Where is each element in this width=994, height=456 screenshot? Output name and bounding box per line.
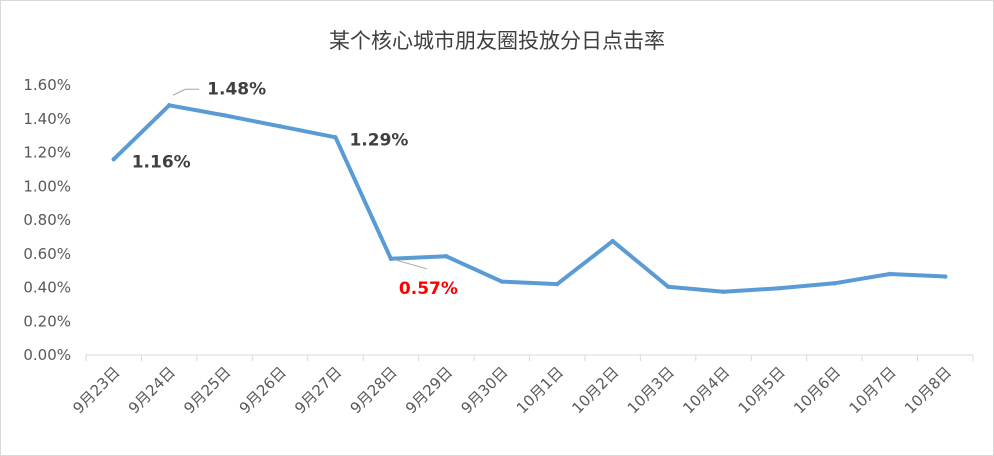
x-tick-label: 9月26日: [236, 363, 290, 417]
y-tick-label: 1.60%: [23, 76, 71, 94]
x-tick-label: 9月24日: [125, 363, 179, 417]
x-tick-label: 9月23日: [69, 363, 123, 417]
y-tick-label: 0.20%: [23, 312, 71, 330]
x-tick-label: 10月2日: [568, 363, 622, 417]
x-tick-label: 9月28日: [347, 363, 401, 417]
x-tick-label: 10月7日: [845, 363, 899, 417]
plot-area: [111, 103, 948, 294]
x-tick-label: 10月3日: [624, 363, 678, 417]
axes: 0.00% 0.20% 0.40% 0.60% 0.80% 1.00% 1.20% 1.40%…: [23, 76, 974, 417]
data-point: [943, 274, 948, 279]
x-tick-label: 10月6日: [790, 363, 844, 417]
y-tick-label: 0.40%: [23, 279, 71, 297]
x-tick-label: 10月4日: [679, 363, 733, 417]
y-tick-label: 0.00%: [23, 346, 71, 364]
y-tick-label: 1.20%: [23, 144, 71, 162]
data-point: [333, 135, 338, 140]
data-point: [222, 113, 227, 118]
x-tick-label: 10月8日: [901, 363, 955, 417]
x-tick-label: 9月30日: [457, 363, 511, 417]
x-tick-label: 9月27日: [291, 363, 345, 417]
x-tick-label: 9月25日: [180, 363, 234, 417]
data-label: 0.57%: [399, 279, 458, 299]
data-label: 1.16%: [132, 152, 191, 172]
data-point: [887, 271, 893, 277]
y-tick-label: 0.80%: [23, 211, 71, 229]
label-leader-line: [394, 259, 428, 270]
data-point: [111, 157, 116, 162]
series-line: [111, 103, 948, 294]
x-tick-label: 9月29日: [402, 363, 456, 417]
x-tick-label: 10月1日: [513, 363, 567, 417]
data-label: 1.48%: [207, 79, 266, 99]
data-label: 1.29%: [349, 130, 408, 150]
data-point: [721, 289, 726, 294]
x-tick-label: 10月5日: [735, 363, 789, 417]
data-point: [665, 284, 671, 289]
data-point: [610, 238, 615, 244]
data-point: [444, 254, 449, 259]
data-point: [388, 256, 394, 262]
data-point: [277, 124, 283, 129]
chart-title: 某个核心城市朋友圈投放分日点击率: [329, 29, 665, 53]
y-tick-label: 1.00%: [23, 177, 71, 195]
data-point: [832, 281, 837, 286]
y-tick-label: 1.40%: [23, 110, 71, 128]
y-tick-label: 0.60%: [23, 245, 71, 263]
data-point: [776, 286, 782, 291]
data-point: [555, 281, 560, 287]
label-leader-line: [172, 88, 200, 96]
data-point: [499, 279, 504, 284]
data-labels: 1.16% 1.48% 1.29% 0.57%: [132, 79, 458, 299]
data-point: [166, 103, 172, 108]
